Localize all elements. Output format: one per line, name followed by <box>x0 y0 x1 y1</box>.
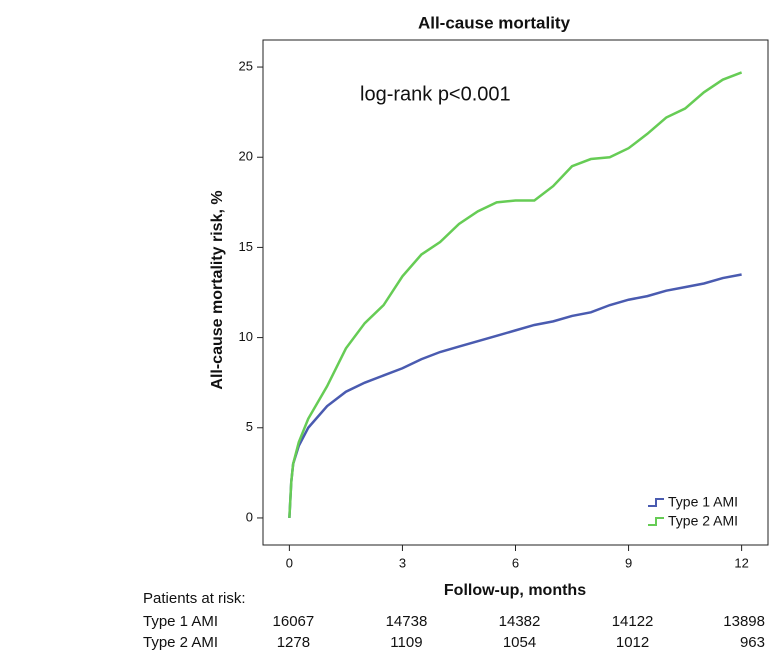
risk-value: 13898 <box>723 613 765 630</box>
risk-value: 14738 <box>386 613 428 630</box>
legend-label: Type 2 AMI <box>668 513 738 529</box>
risk-value: 14382 <box>499 613 541 630</box>
y-tick-label: 5 <box>246 419 253 434</box>
x-axis-label: Follow-up, months <box>444 582 586 599</box>
risk-value: 1012 <box>616 634 649 651</box>
risk-row-label: Type 2 AMI <box>143 634 218 651</box>
x-tick-label: 9 <box>625 555 632 570</box>
x-tick-label: 12 <box>734 555 748 570</box>
risk-row-label: Type 1 AMI <box>143 613 218 630</box>
legend-swatch <box>648 498 664 507</box>
y-tick-label: 15 <box>239 239 253 254</box>
annotation: log-rank p<0.001 <box>360 83 511 105</box>
risk-value: 14122 <box>612 613 654 630</box>
series-line <box>288 71 743 519</box>
risk-value: 1278 <box>277 634 310 651</box>
risk-table-title: Patients at risk: <box>143 590 246 607</box>
legend-swatch <box>648 517 664 526</box>
risk-value: 1109 <box>390 634 422 651</box>
y-tick-label: 25 <box>239 58 253 73</box>
plot-frame <box>262 39 769 546</box>
y-axis-label: All-cause mortality risk, % <box>209 190 226 389</box>
y-tick-label: 20 <box>239 149 253 164</box>
series-line <box>288 273 742 519</box>
y-tick-label: 0 <box>246 509 253 524</box>
y-tick-label: 10 <box>239 329 253 344</box>
chart-title: All-cause mortality <box>418 13 571 32</box>
x-tick-label: 0 <box>286 555 293 570</box>
x-tick-label: 3 <box>399 555 406 570</box>
legend-label: Type 1 AMI <box>668 494 738 510</box>
risk-value: 1054 <box>503 634 536 651</box>
risk-value: 16067 <box>273 613 315 630</box>
x-tick-label: 6 <box>512 555 519 570</box>
risk-value: 963 <box>740 634 765 651</box>
